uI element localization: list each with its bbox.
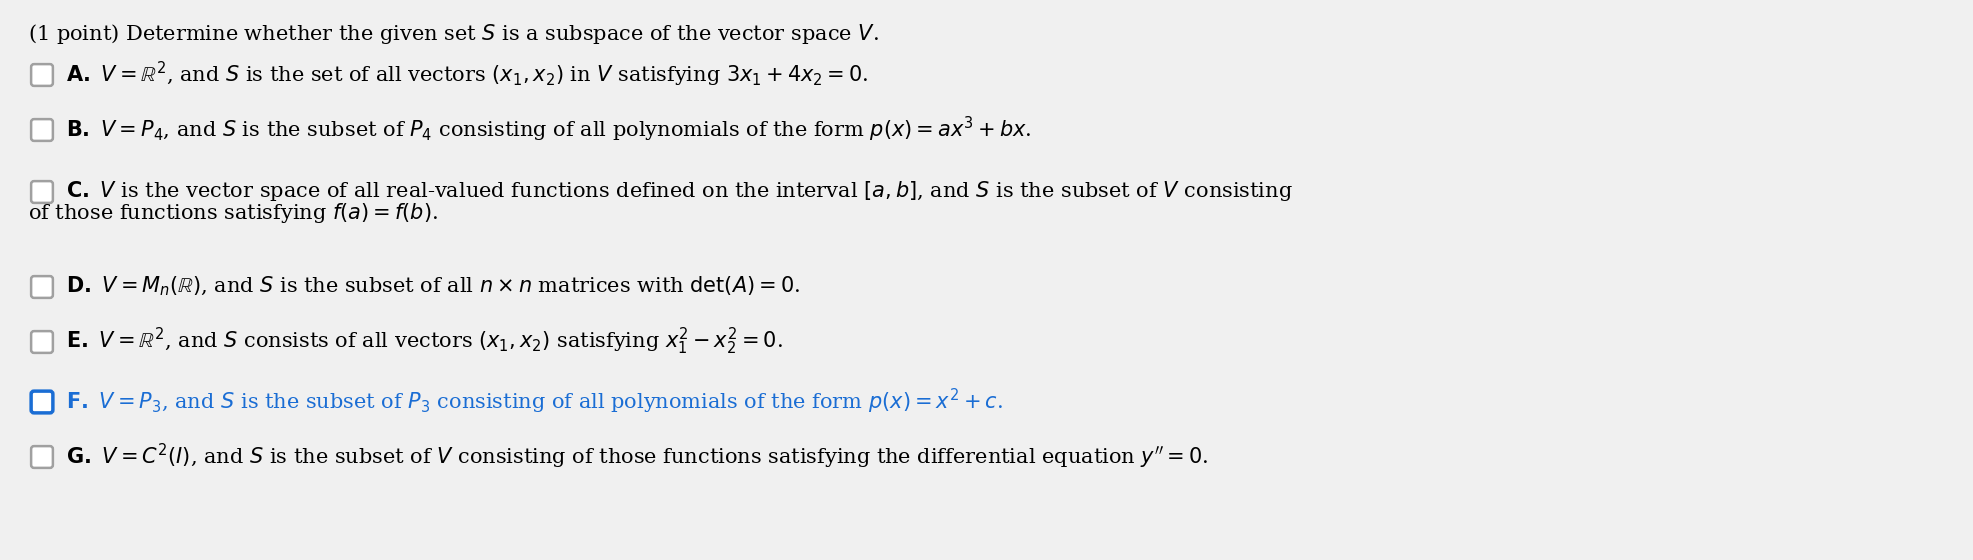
FancyBboxPatch shape: [32, 446, 53, 468]
Text: $\mathbf{C.}$ $V$ is the vector space of all real-valued functions defined on th: $\mathbf{C.}$ $V$ is the vector space of…: [65, 179, 1292, 203]
Text: $\mathbf{G.}$ $V = C^2(I)$, and $S$ is the subset of $V$ consisting of those fun: $\mathbf{G.}$ $V = C^2(I)$, and $S$ is t…: [65, 441, 1207, 470]
FancyBboxPatch shape: [32, 331, 53, 353]
Text: $\mathbf{A.}$ $V = \mathbb{R}^{2}$, and $S$ is the set of all vectors $(x_1, x_2: $\mathbf{A.}$ $V = \mathbb{R}^{2}$, and …: [65, 59, 868, 88]
FancyBboxPatch shape: [32, 276, 53, 298]
Text: of those functions satisfying $f(a) = f(b)$.: of those functions satisfying $f(a) = f(…: [28, 201, 438, 225]
Text: $\mathbf{B.}$ $V = P_4$, and $S$ is the subset of $P_4$ consisting of all polyno: $\mathbf{B.}$ $V = P_4$, and $S$ is the …: [65, 114, 1032, 143]
Text: $\mathbf{F.}$ $V = P_3$, and $S$ is the subset of $P_3$ consisting of all polyno: $\mathbf{F.}$ $V = P_3$, and $S$ is the …: [65, 386, 1002, 416]
Text: (1 point) Determine whether the given set $S$ is a subspace of the vector space : (1 point) Determine whether the given se…: [28, 22, 878, 46]
Text: $\mathbf{E.}$ $V = \mathbb{R}^{2}$, and $S$ consists of all vectors $(x_1, x_2)$: $\mathbf{E.}$ $V = \mathbb{R}^{2}$, and …: [65, 325, 783, 357]
FancyBboxPatch shape: [32, 119, 53, 141]
Text: $\mathbf{D.}$ $V = M_n(\mathbb{R})$, and $S$ is the subset of all $n \times n$ m: $\mathbf{D.}$ $V = M_n(\mathbb{R})$, and…: [65, 274, 799, 297]
FancyBboxPatch shape: [32, 64, 53, 86]
FancyBboxPatch shape: [32, 181, 53, 203]
FancyBboxPatch shape: [32, 391, 53, 413]
